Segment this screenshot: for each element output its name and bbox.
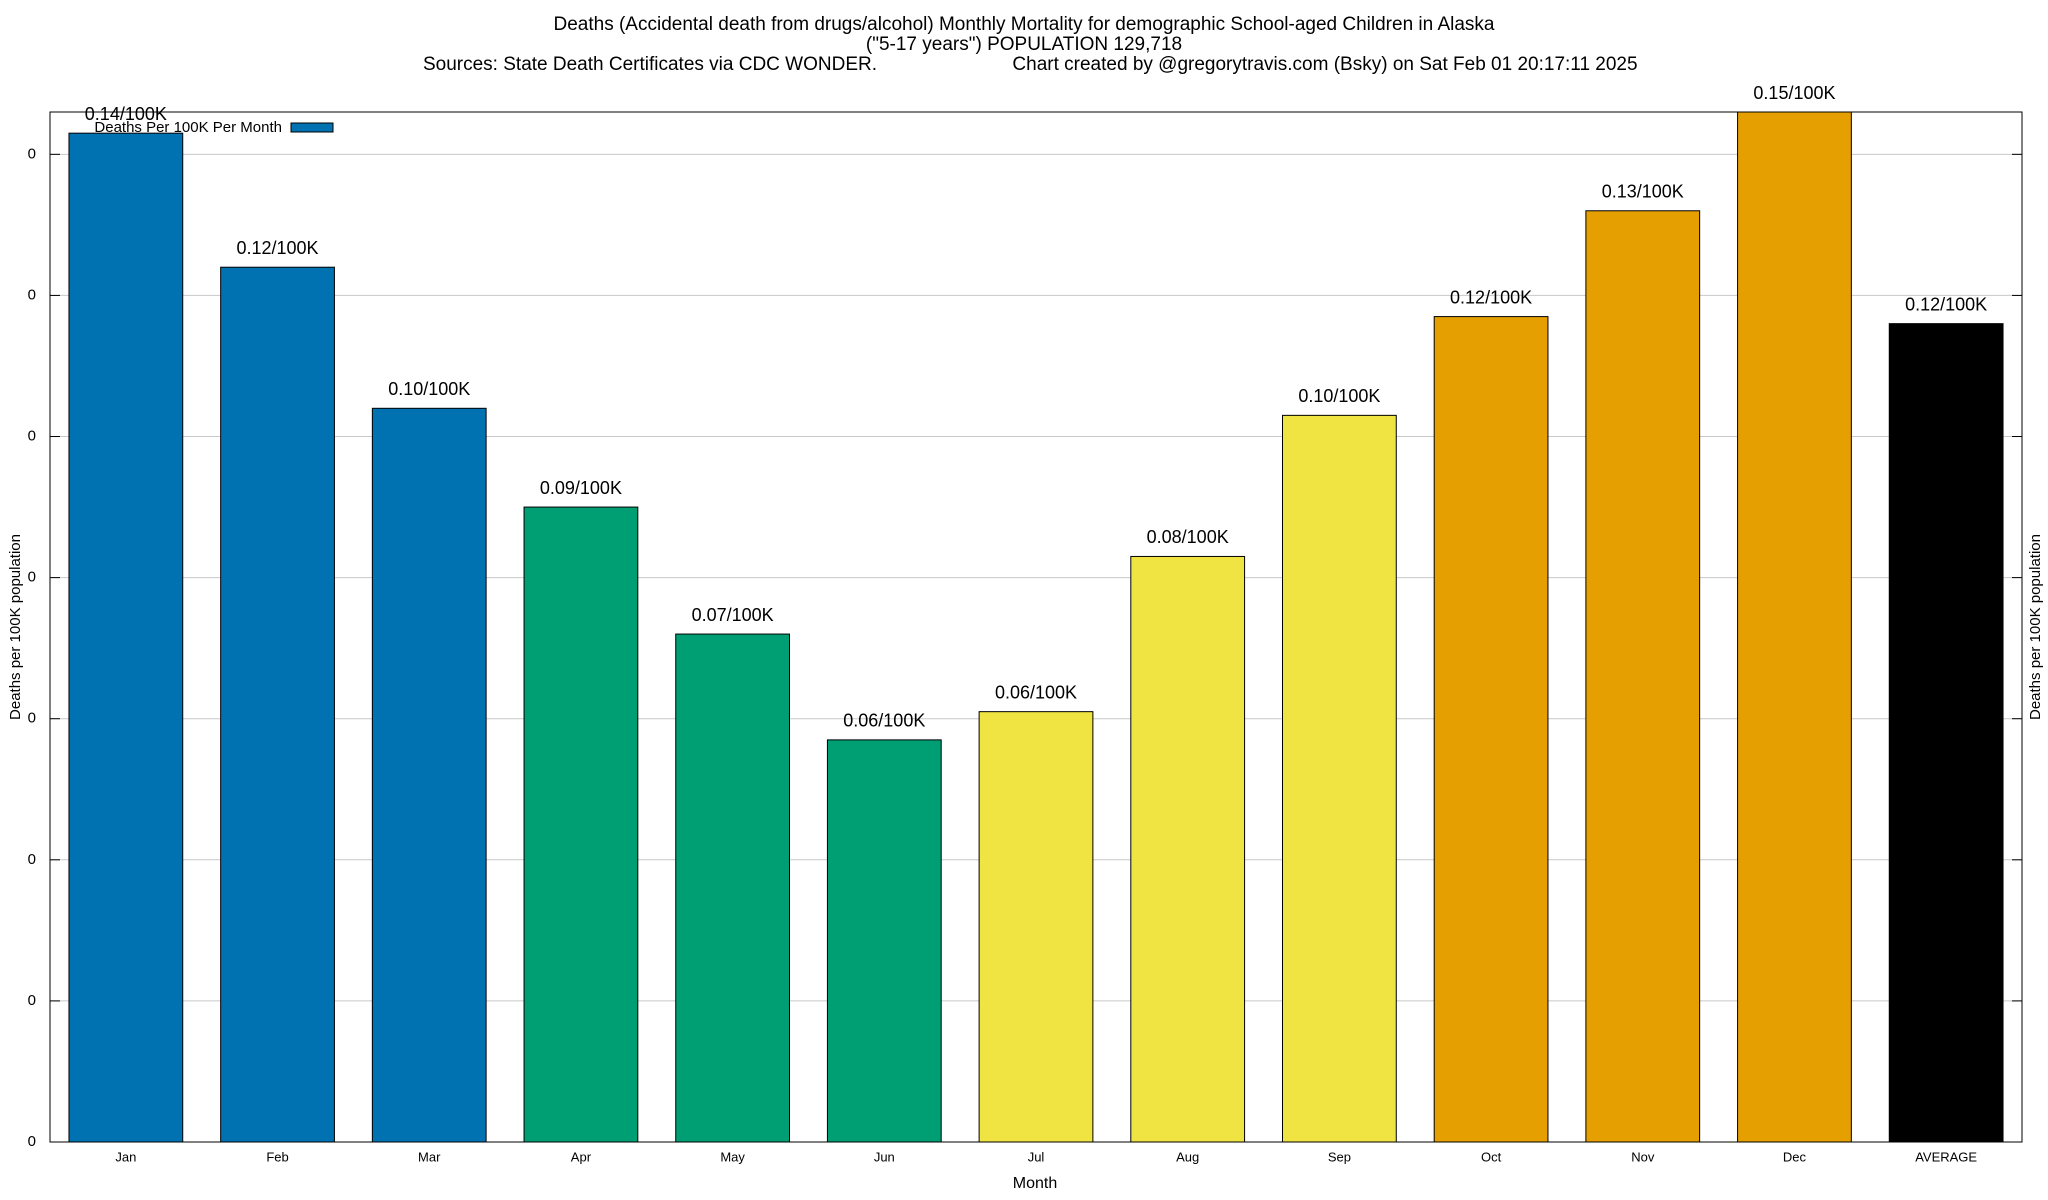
bar <box>371 407 487 1143</box>
x-tick-label: Aug <box>1176 1149 1199 1164</box>
x-axis-label: Month <box>1013 1175 1057 1192</box>
y-tick-label: 0 <box>28 851 36 868</box>
x-tick-label: May <box>720 1149 745 1164</box>
y-tick-label: 0 <box>28 145 36 162</box>
chart-subtitle: ("5-17 years") POPULATION 129,718 <box>866 34 1182 55</box>
y-tick-label: 0 <box>28 569 36 586</box>
bar <box>1888 323 2004 1143</box>
x-tick-label: Sep <box>1328 1149 1351 1164</box>
x-tick-label: Jun <box>874 1149 895 1164</box>
x-tick-label: Jan <box>115 1149 136 1164</box>
value-label: 0.10/100K <box>1298 386 1380 406</box>
value-label: 0.09/100K <box>540 478 622 498</box>
x-tick-label: Nov <box>1631 1149 1655 1164</box>
bar <box>1130 555 1246 1143</box>
bar <box>1737 111 1852 1143</box>
bar <box>978 711 1094 1143</box>
y-tick-label: 0 <box>28 286 36 303</box>
value-label: 0.13/100K <box>1602 182 1684 202</box>
value-label: 0.12/100K <box>1450 287 1532 307</box>
bar <box>1585 210 1701 1143</box>
y-tick-label: 0 <box>28 710 36 727</box>
credit: Chart created by @gregorytravis.com (Bsk… <box>1012 54 1637 75</box>
value-label: 0.10/100K <box>388 379 470 399</box>
value-label: 0.15/100K <box>1753 83 1835 103</box>
x-tick-label: Jul <box>1028 1149 1045 1164</box>
y-tick-label: 0 <box>28 992 36 1009</box>
x-tick-label: Apr <box>571 1149 592 1164</box>
value-label: 0.14/100K <box>85 104 167 124</box>
x-tick-label: AVERAGE <box>1915 1149 1977 1164</box>
value-label: 0.12/100K <box>1905 294 1987 314</box>
value-label: 0.07/100K <box>692 605 774 625</box>
bar <box>1282 414 1397 1143</box>
bar <box>826 739 942 1143</box>
y-axis-label: Deaths per 100K population <box>7 534 24 720</box>
value-label: 0.12/100K <box>236 238 318 258</box>
bar <box>68 132 184 1143</box>
bar <box>1433 316 1549 1143</box>
value-label: 0.06/100K <box>843 711 925 731</box>
bar <box>220 266 335 1143</box>
sources: Sources: State Death Certificates via CD… <box>423 54 877 75</box>
x-tick-label: Mar <box>418 1149 441 1164</box>
y-tick-label: 0 <box>28 1133 36 1150</box>
value-label: 0.06/100K <box>995 682 1077 702</box>
x-tick-label: Oct <box>1481 1149 1502 1164</box>
chart-title: Deaths (Accidental death from drugs/alco… <box>554 14 1495 35</box>
bar <box>675 633 791 1143</box>
y-tick-label: 0 <box>28 427 36 444</box>
value-label: 0.08/100K <box>1147 527 1229 547</box>
legend-swatch <box>290 122 334 133</box>
legend-label: Deaths Per 100K Per Month <box>94 119 282 136</box>
y2-axis-label: Deaths per 100K population <box>2027 534 2044 720</box>
x-tick-label: Dec <box>1783 1149 1807 1164</box>
x-tick-label: Feb <box>266 1149 288 1164</box>
bar <box>523 506 639 1143</box>
